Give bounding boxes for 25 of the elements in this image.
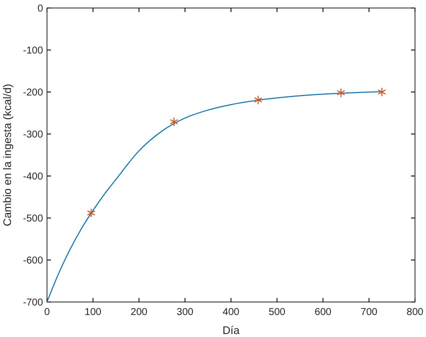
- y-tick-label: 0: [37, 4, 44, 14]
- x-tick-label: 0: [44, 307, 50, 318]
- x-tick-label: 400: [222, 307, 240, 318]
- point: [86, 208, 96, 218]
- x-tick-label: 500: [268, 307, 286, 318]
- x-axis-title: Día: [222, 325, 240, 337]
- x-tick-label: 600: [314, 307, 332, 318]
- y-tick-label: -200: [22, 88, 44, 98]
- x-tick-label: 800: [406, 307, 424, 318]
- x-tick-label: 100: [84, 307, 102, 318]
- x-tick-label: 700: [360, 307, 378, 318]
- point: [378, 87, 386, 97]
- y-tick-label: -100: [22, 46, 44, 56]
- y-tick-label: -500: [22, 214, 44, 224]
- y-tick-label: -300: [22, 130, 44, 140]
- y-tick-label: -400: [22, 172, 44, 182]
- y-tick-label: -600: [22, 256, 44, 266]
- y-axis-title: Cambio en la ingesta (kcal/d): [2, 84, 14, 226]
- y-tick-label: -700: [22, 298, 44, 308]
- point: [254, 95, 262, 105]
- line-series: [46, 91, 384, 302]
- point: [336, 88, 346, 98]
- x-tick-label: 200: [130, 307, 148, 318]
- point: [170, 117, 178, 127]
- x-tick-label: 300: [176, 307, 194, 318]
